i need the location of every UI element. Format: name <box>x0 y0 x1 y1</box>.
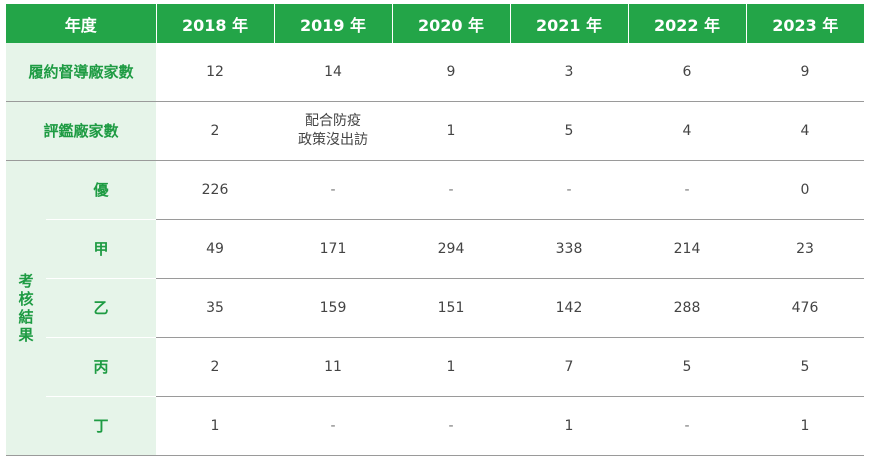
table-row-grade-bing: 丙 2 11 1 7 5 5 <box>6 337 865 397</box>
grade-label-you: 優 <box>46 160 157 220</box>
table-cell-note: 配合防疫 政策沒出訪 <box>274 101 393 161</box>
header-row: 年度 2018 年 2019 年 2020 年 2021 年 2022 年 20… <box>6 4 865 43</box>
table-cell: 9 <box>746 43 865 102</box>
grade-label-yi: 乙 <box>46 278 157 338</box>
table-cell: 151 <box>392 278 511 338</box>
table-cell: 1 <box>156 396 275 456</box>
table-cell: 1 <box>746 396 865 456</box>
table-cell: 7 <box>510 337 629 397</box>
table-cell: 1 <box>392 337 511 397</box>
table-row-evaluation: 評鑑廠家數 2 配合防疫 政策沒出訪 1 5 4 4 <box>6 101 865 161</box>
table-cell: 5 <box>746 337 865 397</box>
grade-label-jia: 甲 <box>46 219 157 279</box>
table-cell: - <box>510 160 629 220</box>
table-cell: 11 <box>274 337 393 397</box>
table-cell: 2 <box>156 101 275 161</box>
grade-label-ding: 丁 <box>46 396 157 456</box>
table-cell: - <box>628 396 747 456</box>
header-year-2021: 2021 年 <box>509 4 629 43</box>
table-cell: 35 <box>156 278 275 338</box>
row-label-evaluation: 評鑑廠家數 <box>6 101 157 161</box>
table-cell: 338 <box>510 219 629 279</box>
header-year-2022: 2022 年 <box>627 4 747 43</box>
table-cell: 0 <box>746 160 865 220</box>
header-year-2023: 2023 年 <box>745 4 865 43</box>
table-cell: 6 <box>628 43 747 102</box>
note-line-2: 政策沒出訪 <box>298 132 369 148</box>
table-row-grade-jia: 甲 49 171 294 338 214 23 <box>6 219 865 279</box>
header-year-2020: 2020 年 <box>391 4 511 43</box>
table-cell: 214 <box>628 219 747 279</box>
table-cell: 171 <box>274 219 393 279</box>
table-cell: 476 <box>746 278 865 338</box>
table-cell: 142 <box>510 278 629 338</box>
table-row-grade-yi: 乙 35 159 151 142 288 476 <box>6 278 865 338</box>
header-year-2018: 2018 年 <box>155 4 275 43</box>
table-cell: 1 <box>392 101 511 161</box>
header-year-2019: 2019 年 <box>273 4 393 43</box>
table-cell: 288 <box>628 278 747 338</box>
inspection-table-container: 年度 2018 年 2019 年 2020 年 2021 年 2022 年 20… <box>6 4 865 456</box>
table-cell: 23 <box>746 219 865 279</box>
table-cell: 3 <box>510 43 629 102</box>
table-cell: - <box>274 160 393 220</box>
inspection-results-table: 年度 2018 年 2019 年 2020 年 2021 年 2022 年 20… <box>6 4 865 456</box>
table-cell: 159 <box>274 278 393 338</box>
table-cell: 9 <box>392 43 511 102</box>
results-group-label: 考核結果 <box>6 160 46 456</box>
table-cell: 5 <box>628 337 747 397</box>
row-label-contract: 履約督導廠家數 <box>6 43 157 102</box>
table-cell: 2 <box>156 337 275 397</box>
table-cell: - <box>392 160 511 220</box>
table-cell: 226 <box>156 160 275 220</box>
table-cell: 4 <box>746 101 865 161</box>
table-cell: 12 <box>156 43 275 102</box>
table-cell: 5 <box>510 101 629 161</box>
header-year-label: 年度 <box>6 4 157 43</box>
table-cell: 4 <box>628 101 747 161</box>
note-line-1: 配合防疫 <box>305 113 362 129</box>
table-row-grade-you: 考核結果 優 226 - - - - 0 <box>6 160 865 456</box>
grade-label-bing: 丙 <box>46 337 157 397</box>
table-cell: - <box>392 396 511 456</box>
table-row-grade-ding: 丁 1 - - 1 - 1 <box>6 396 865 456</box>
table-cell: 14 <box>274 43 393 102</box>
table-row-contract: 履約督導廠家數 12 14 9 3 6 9 <box>6 43 865 102</box>
table-cell: - <box>628 160 747 220</box>
table-cell: - <box>274 396 393 456</box>
table-cell: 294 <box>392 219 511 279</box>
table-cell: 49 <box>156 219 275 279</box>
table-cell: 1 <box>510 396 629 456</box>
